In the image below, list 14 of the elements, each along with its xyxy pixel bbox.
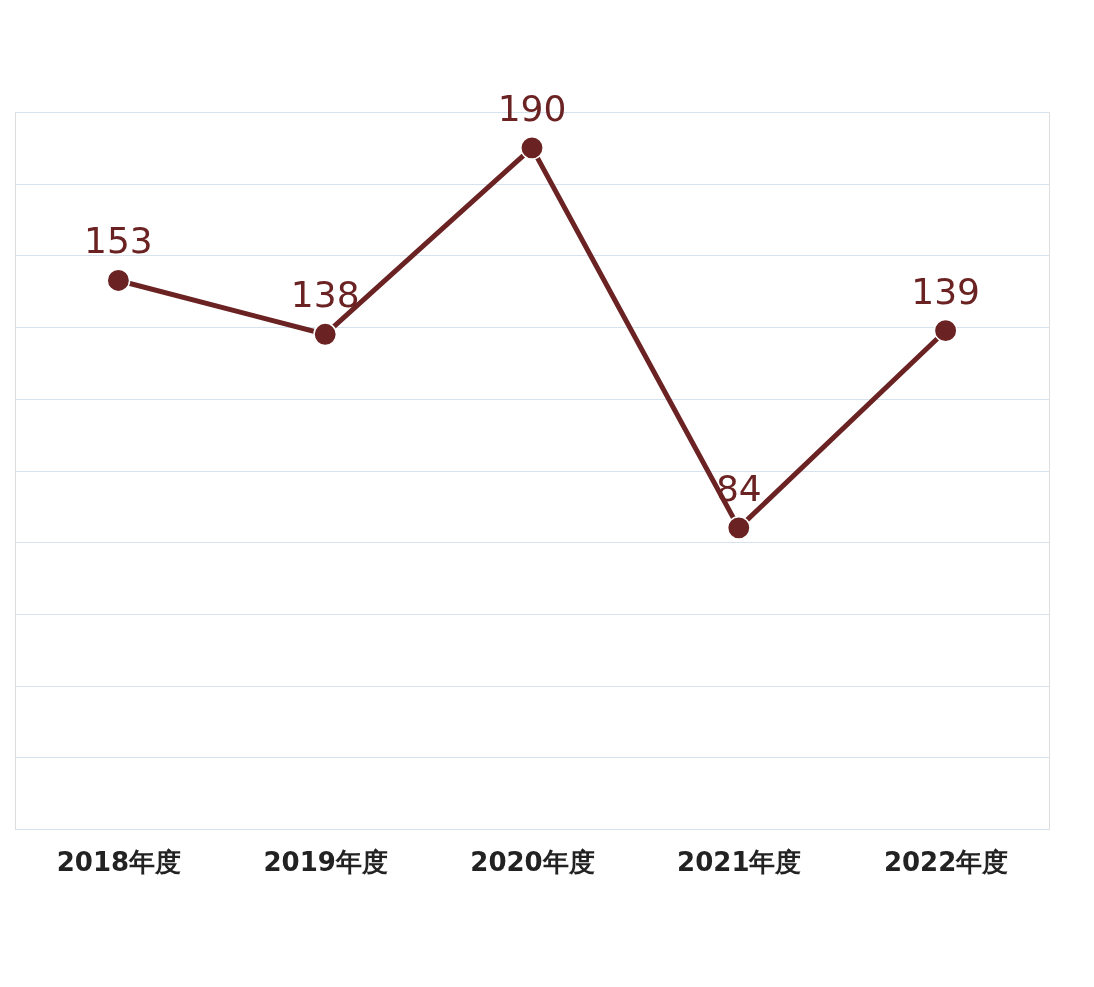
x-tick-label: 2019年度 <box>263 846 388 877</box>
point <box>313 322 338 347</box>
x-tick-label: 2022年度 <box>883 846 1009 877</box>
data-label: 138 <box>290 274 360 316</box>
data-label: 153 <box>84 220 153 262</box>
point <box>520 135 544 160</box>
x-tick-label: 2021年度 <box>677 846 802 877</box>
data-label: 139 <box>911 270 980 312</box>
x-tick-label: 2020年度 <box>470 846 595 877</box>
point <box>726 515 751 540</box>
x-tick-label: 2018年度 <box>56 846 182 877</box>
data-label: 190 <box>497 87 567 129</box>
point <box>933 318 958 343</box>
point <box>106 268 131 293</box>
